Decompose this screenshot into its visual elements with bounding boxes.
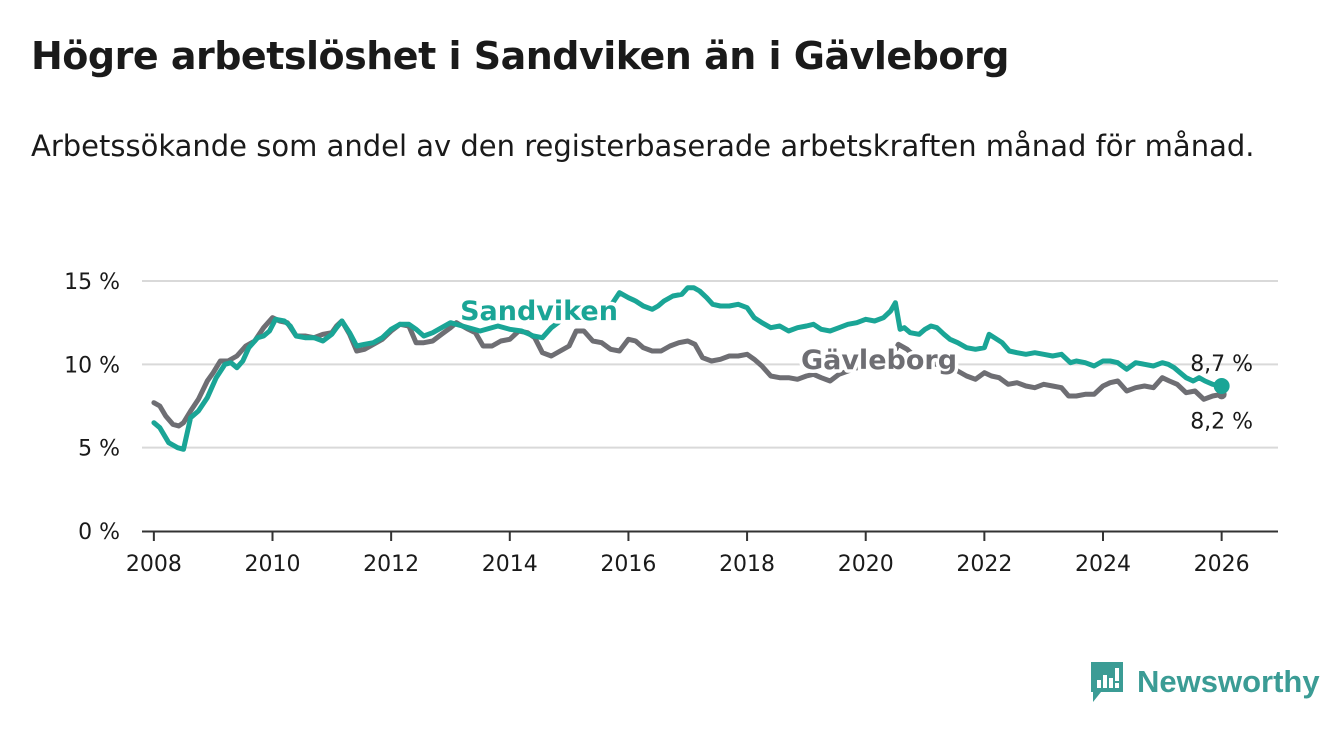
gavleborg-line [151, 315, 1225, 429]
gavleborg-end-value-label: 8,2 % [1190, 409, 1253, 434]
sandviken-line [151, 285, 1225, 452]
x-tick-label: 2022 [956, 552, 1012, 577]
x-axis-ticks: 2008 2010 2012 2014 2016 2018 2020 2022 2024 2026 [126, 531, 1250, 577]
sandviken-end-point [1213, 378, 1230, 394]
y-tick-label: 15 % [64, 270, 120, 295]
chart-subtitle: Arbetssökande som andel av den registerb… [31, 129, 1255, 163]
x-tick-label: 2016 [600, 552, 656, 577]
x-tick-label: 2024 [1075, 552, 1131, 577]
x-tick-label: 2026 [1194, 552, 1250, 577]
x-tick-label: 2008 [126, 552, 182, 577]
series-labels: Sandviken Gävleborg 8,7 % 8,2 % [457, 293, 1254, 435]
brand-name: Newsworthy [1137, 664, 1320, 699]
sandviken-series-label: Sandviken [460, 296, 618, 327]
series-lines [151, 285, 1225, 452]
grid-lines [142, 280, 1278, 449]
newsworthy-logo-icon [1091, 662, 1123, 702]
gavleborg-series-label: Gävleborg [801, 345, 957, 376]
y-tick-label: 5 % [78, 437, 120, 462]
sandviken-end-value-label: 8,7 % [1190, 352, 1253, 377]
x-tick-label: 2014 [482, 552, 538, 577]
y-tick-label: 0 % [78, 520, 120, 545]
x-tick-label: 2018 [719, 552, 775, 577]
x-tick-label: 2012 [363, 552, 419, 577]
x-tick-label: 2020 [838, 552, 894, 577]
x-tick-label: 2010 [245, 552, 301, 577]
brand-logo: Newsworthy [1089, 660, 1320, 704]
y-axis-ticks: 0 % 5 % 10 % 15 % [64, 270, 120, 545]
y-tick-label: 10 % [64, 353, 120, 378]
chart-title: Högre arbetslöshet i Sandviken än i Gävl… [31, 34, 1009, 78]
